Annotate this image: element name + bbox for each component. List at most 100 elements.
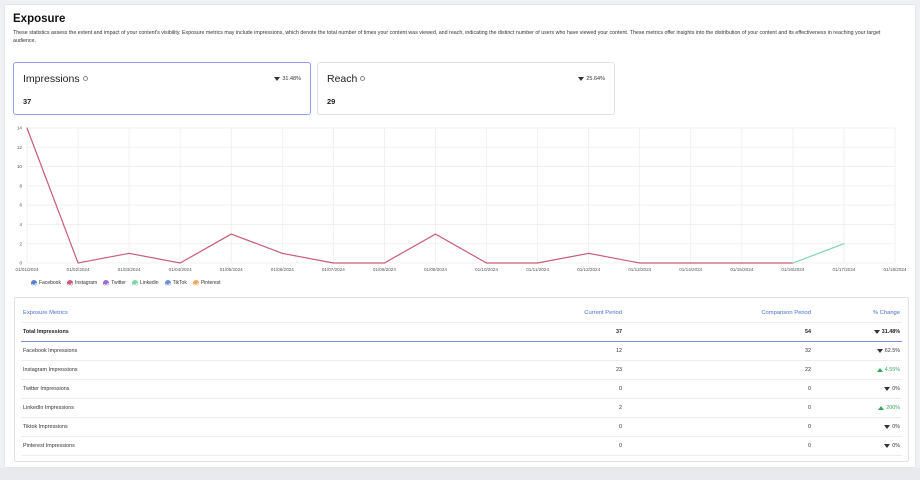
data-point — [639, 262, 641, 264]
table-row: Instagram Impressions 23 22 4.55% — [21, 361, 902, 380]
row-percent-change: 0% — [884, 424, 900, 430]
impressions-label-text: Impressions — [23, 73, 80, 85]
row-percent-change-value: 0% — [892, 443, 900, 449]
x-tick-label: 01/16/2024 — [781, 267, 804, 272]
impressions-card-label: Impressions — [23, 73, 88, 85]
info-icon[interactable] — [360, 75, 366, 81]
header-comparison-period: Comparison Period — [761, 310, 811, 316]
row-comparison-value: 0 — [808, 405, 811, 411]
row-current-value: 0 — [619, 424, 622, 430]
data-point — [588, 252, 590, 254]
row-percent-change-value: 4.55% — [884, 367, 900, 373]
check-circle-icon — [103, 280, 110, 286]
x-tick-label: 01/06/2024 — [271, 267, 294, 272]
row-comparison-value: 54 — [805, 329, 811, 335]
reach-change: 25.64% — [578, 76, 605, 82]
legend-label: Twitter — [111, 280, 126, 286]
row-percent-change: 200% — [878, 405, 900, 411]
row-current-value: 0 — [619, 443, 622, 449]
legend-label: Instagram — [74, 280, 98, 286]
row-percent-change: 62.5% — [876, 348, 900, 354]
y-tick-label: 12 — [17, 145, 23, 150]
page-title: Exposure — [13, 13, 66, 25]
reach-change-value: 25.64% — [586, 76, 605, 82]
legend-item[interactable]: Linkedin — [131, 280, 159, 286]
table-row: LinkedIn Impressions 2 0 200% — [21, 399, 902, 418]
x-tick-label: 01/07/2024 — [322, 267, 345, 272]
series-line-linkedin — [792, 243, 845, 264]
data-point — [77, 262, 79, 264]
row-comparison-value: 0 — [808, 424, 811, 430]
down-arrow-icon — [578, 76, 585, 81]
data-point — [741, 262, 743, 264]
exposure-metrics-table: Exposure Metrics Current Period Comparis… — [14, 297, 909, 462]
legend-item[interactable]: Facebook — [31, 280, 61, 286]
data-point — [434, 233, 437, 235]
info-icon[interactable] — [82, 75, 88, 81]
x-tick-label: 01/02/2024 — [67, 267, 90, 272]
page-description: These statistics assess the extent and i… — [13, 30, 881, 44]
row-metric-name: Tiktok Impressions — [23, 424, 68, 430]
check-circle-icon — [31, 280, 37, 286]
x-tick-label: 01/15/2024 — [730, 267, 753, 272]
row-current-value: 37 — [616, 329, 622, 335]
row-current-value: 12 — [616, 348, 622, 354]
x-tick-label: 01/05/2024 — [220, 267, 243, 272]
y-tick-label: 6 — [19, 203, 22, 208]
legend-item[interactable]: TikTok — [164, 280, 187, 286]
data-point — [485, 262, 488, 264]
impressions-change-value: 31.48% — [282, 76, 301, 82]
x-tick-label: 01/01/2024 — [16, 267, 39, 272]
footer-bar — [0, 468, 920, 480]
series-line-instagram — [26, 127, 793, 264]
table-row: Twitter Impressions 0 0 0% — [21, 380, 902, 399]
header-metric: Exposure Metrics — [23, 310, 68, 316]
row-percent-change-value: 31.48% — [881, 329, 900, 335]
row-percent-change-value: 0% — [892, 386, 900, 392]
down-arrow-icon — [274, 76, 281, 81]
row-current-value: 2 — [619, 405, 622, 411]
down-arrow-icon — [876, 348, 883, 353]
legend-item[interactable]: Instagram — [66, 280, 98, 286]
up-arrow-icon — [876, 367, 883, 372]
data-point — [281, 252, 283, 254]
data-point — [690, 262, 692, 264]
down-arrow-icon — [884, 386, 891, 391]
row-percent-change: 0% — [884, 386, 900, 392]
row-metric-name: Total Impressions — [23, 329, 69, 335]
x-tick-label: 01/18/2024 — [884, 267, 907, 272]
x-tick-label: 01/03/2024 — [118, 267, 141, 272]
chart-legend: Facebook Instagram Twitter Linkedin TikTok Pi… — [31, 280, 221, 286]
x-tick-label: 01/10/2024 — [475, 267, 498, 272]
legend-item[interactable]: Pinterest — [192, 280, 221, 286]
reach-card-label: Reach — [327, 73, 366, 85]
check-circle-icon — [164, 280, 171, 286]
up-arrow-icon — [878, 405, 885, 410]
table-header: Exposure Metrics Current Period Comparis… — [21, 304, 902, 323]
y-tick-label: 8 — [19, 183, 22, 188]
table-row: Total Impressions 37 54 31.48% — [21, 323, 902, 342]
table-row: Tiktok Impressions 0 0 0% — [21, 418, 902, 437]
data-point — [792, 262, 794, 264]
table-row: Facebook Impressions 12 32 62.5% — [21, 342, 902, 361]
x-tick-label: 01/12/2024 — [577, 267, 600, 272]
row-percent-change-value: 200% — [886, 405, 900, 411]
y-tick-label: 4 — [19, 222, 22, 227]
row-current-value: 23 — [616, 367, 622, 373]
row-percent-change: 4.55% — [876, 367, 900, 373]
legend-label: Facebook — [39, 280, 61, 286]
data-point — [536, 262, 539, 264]
data-point — [230, 233, 232, 235]
x-tick-label: 01/04/2024 — [169, 267, 192, 272]
row-percent-change: 31.48% — [873, 329, 900, 335]
y-tick-label: 2 — [19, 241, 22, 246]
x-tick-label: 01/09/2024 — [424, 267, 447, 272]
row-comparison-value: 32 — [805, 348, 811, 354]
impressions-card[interactable]: Impressions 31.48% 37 — [13, 62, 311, 115]
table-row: Pinterest Impressions 0 0 0% — [21, 437, 902, 456]
check-circle-icon — [66, 280, 73, 286]
impressions-line-chart: 0 2 4 6 8 10 12 14 01/01/2024 01/02/2024 01/03/202… — [16, 126, 907, 272]
row-metric-name: Twitter Impressions — [23, 386, 70, 392]
reach-card[interactable]: Reach 25.64% 29 — [317, 62, 615, 115]
legend-item[interactable]: Twitter — [103, 280, 126, 286]
